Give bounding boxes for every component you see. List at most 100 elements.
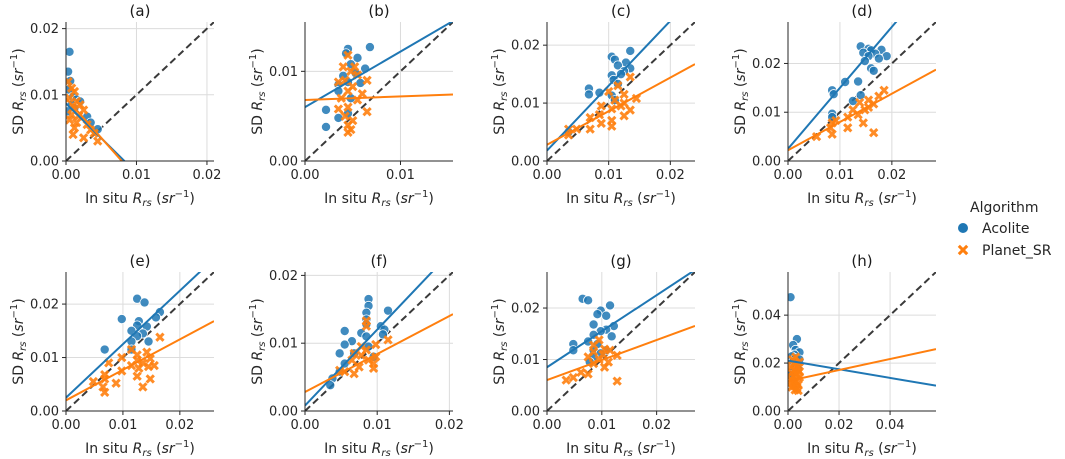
planet-sr-point	[333, 104, 344, 114]
planet-sr-point	[155, 332, 165, 342]
y-axis-label: SD Rrs (sr−1)	[248, 298, 268, 384]
planet-sr-point	[349, 369, 359, 379]
y-tick-label: 0.00	[269, 405, 298, 420]
panel-title: (f)	[371, 252, 388, 270]
acolite-point	[625, 45, 636, 56]
planet-sr-point	[583, 369, 593, 379]
acolite-fit-line	[305, 22, 453, 109]
y-tick-label: 0.01	[269, 65, 298, 80]
acolite-point	[788, 292, 796, 303]
planet-sr-point	[93, 136, 103, 146]
x-tick-label: 0.00	[291, 168, 320, 183]
y-tick-label: 0.02	[752, 57, 781, 72]
acolite-fit-line	[305, 272, 434, 407]
x-tick-label: 0.02	[825, 418, 854, 433]
y-tick-label: 0.01	[511, 97, 540, 112]
planet-sr-fit-line	[66, 320, 214, 402]
planet-sr-point	[855, 97, 865, 108]
planet-sr-point	[111, 378, 121, 388]
acolite-point	[588, 319, 599, 330]
plot-area	[547, 22, 695, 161]
plot-area	[66, 272, 214, 411]
planet-sr-point	[66, 115, 75, 125]
y-tick-label: 0.01	[269, 337, 298, 352]
legend-title: Algorithm	[970, 200, 1039, 216]
x-tick-label: 0.00	[774, 168, 803, 183]
planet-sr-point	[612, 376, 622, 386]
y-tick-label: 0.00	[30, 405, 59, 420]
planet-sr-point	[132, 371, 142, 381]
y-tick-label: 0.01	[30, 351, 59, 366]
planet-sr-point	[596, 101, 606, 111]
x-axis-label: In situ Rrs (sr−1)	[85, 439, 195, 459]
planet-sr-point	[607, 121, 617, 131]
planet-sr-fit-line	[547, 324, 695, 382]
y-axis-label: SD Rrs (sr−1)	[731, 298, 751, 384]
x-tick-label: 0.00	[52, 168, 81, 183]
acolite-fit-line	[788, 359, 936, 387]
x-tick-label: 0.00	[52, 418, 81, 433]
planet-sr-point	[117, 352, 127, 363]
planet-sr-fit-line	[547, 63, 695, 146]
x-tick-label: 0.01	[587, 418, 616, 433]
acolite-point	[321, 104, 332, 115]
panel-title: (g)	[610, 252, 631, 270]
panel-title: (h)	[851, 252, 872, 270]
panel-c: 0.00 0.01 0.02 0.00 0.01 0.02 (c) In situ Rrs (…	[490, 2, 695, 209]
panel-title: (c)	[611, 2, 631, 20]
y-tick-label: 0.02	[30, 22, 59, 37]
acolite-point	[339, 325, 350, 336]
planet-sr-point	[138, 382, 148, 392]
panel-g: 0.00 0.01 0.02 0.00 0.01 0.02 (g) In situ Rrs (…	[490, 252, 695, 459]
acolite-fit-line	[66, 272, 202, 399]
legend: Algorithm Acolite Planet_SR	[957, 200, 1052, 259]
planet-sr-point	[69, 123, 80, 133]
x-axis-label: In situ Rrs (sr−1)	[566, 189, 676, 209]
y-axis-label: SD Rrs (sr−1)	[490, 48, 510, 134]
x-tick-label: 0.00	[533, 168, 562, 183]
y-tick-label: 0.00	[511, 155, 540, 170]
x-tick-label: 0.00	[533, 418, 562, 433]
planet-sr-fit-line	[305, 313, 453, 393]
y-tick-label: 0.02	[30, 298, 59, 313]
panel-f: 0.00 0.01 0.02 0.00 0.01 0.02 (f) In situ Rrs (…	[248, 252, 464, 459]
one-to-one-line	[788, 272, 936, 411]
y-tick-label: 0.01	[30, 88, 59, 103]
planet-sr-point	[68, 103, 78, 113]
plot-area	[66, 22, 214, 161]
planet-sr-point	[340, 111, 350, 121]
planet-sr-point	[843, 123, 853, 133]
acolite-point	[873, 53, 884, 64]
acolite-point	[859, 56, 870, 67]
x-axis-label: In situ Rrs (sr−1)	[324, 439, 434, 459]
planet-sr-point	[142, 347, 152, 357]
planet-sr-fit-line	[66, 97, 124, 161]
y-tick-label: 0.01	[511, 353, 540, 368]
acolite-point	[66, 46, 75, 57]
planet-sr-point	[66, 76, 73, 87]
y-tick-label: 0.00	[752, 155, 781, 170]
planet-sr-point	[338, 62, 348, 72]
x-tick-label: 0.01	[122, 168, 151, 183]
plot-area	[788, 22, 936, 161]
planet-sr-point	[568, 372, 578, 383]
planet-sr-point	[585, 124, 595, 134]
acolite-point	[592, 309, 603, 320]
acolite-point	[606, 331, 617, 342]
planet-sr-fit-line	[788, 68, 936, 152]
planet-sr-point	[368, 363, 379, 373]
acolite-point	[583, 295, 594, 306]
y-tick-label: 0.01	[752, 106, 781, 121]
plot-area	[547, 272, 695, 411]
y-tick-label: 0.00	[269, 155, 298, 170]
panel-a: 0.00 0.01 0.02 0.00 0.01 0.02 (a) In situ Rrs (…	[9, 2, 221, 209]
x-tick-label: 0.01	[108, 418, 137, 433]
panel-title: (a)	[130, 2, 151, 20]
acolite-point	[612, 60, 623, 71]
planet-sr-point	[68, 129, 78, 140]
y-tick-label: 0.02	[511, 302, 540, 317]
plot-area	[788, 272, 936, 411]
y-tick-label: 0.00	[30, 155, 59, 170]
panel-b: 0.00 0.01 0.00 0.01 (b) In situ Rrs (sr−1) SD …	[248, 2, 453, 209]
